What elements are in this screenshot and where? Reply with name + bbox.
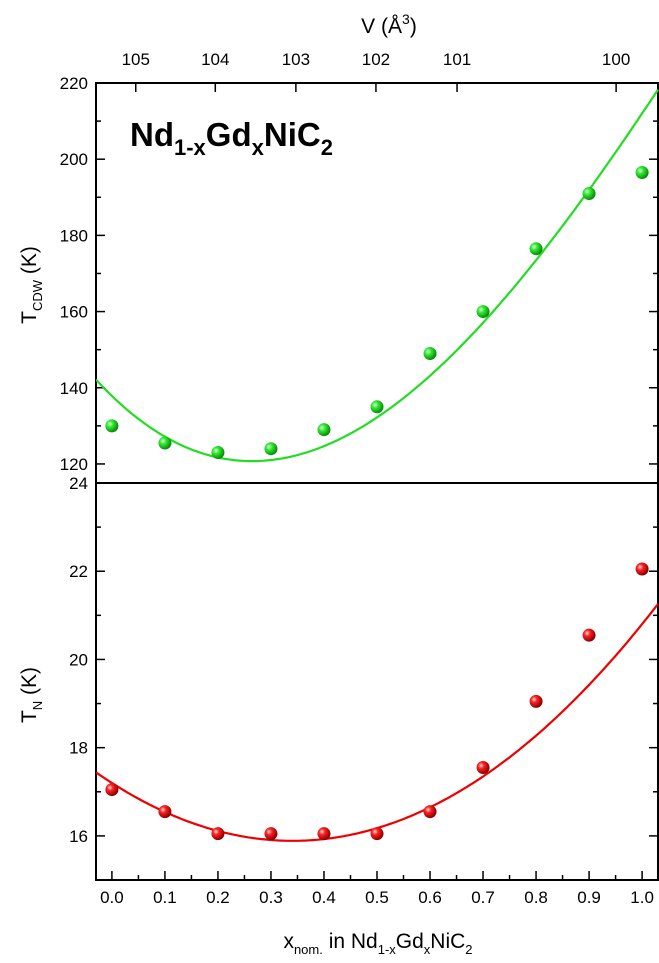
top-y-tick-label: 180 <box>60 226 88 245</box>
tcdw-data-point <box>158 436 172 450</box>
x-tick-label: 0.5 <box>365 888 389 907</box>
x-tick-label: 0.0 <box>100 888 124 907</box>
v-tick-label: 101 <box>443 50 471 69</box>
tn-data-point <box>529 694 543 708</box>
tn-data-point <box>105 783 119 797</box>
x-tick-label: 0.2 <box>206 888 230 907</box>
tn-data-point <box>476 761 490 775</box>
v-tick-label: 100 <box>602 50 630 69</box>
bottom-y-tick-label: 24 <box>69 474 88 493</box>
tcdw-data-point <box>370 400 384 414</box>
tcdw-data-point <box>105 419 119 433</box>
top-y-tick-label: 120 <box>60 455 88 474</box>
tcdw-fit-curve <box>96 88 659 463</box>
bottom-plot-frame <box>95 482 659 881</box>
x-tick-label: 0.1 <box>153 888 177 907</box>
top-y-axis-label: TCDW (K) <box>18 246 45 324</box>
bottom-y-tick-label: 18 <box>69 739 88 758</box>
panel-title: Nd1-xGdxNiC2 <box>130 116 333 160</box>
v-tick-label: 103 <box>282 50 310 69</box>
bottom-y-tick-label: 20 <box>69 650 88 669</box>
bottom-y-tick-label: 16 <box>69 827 88 846</box>
tcdw-data-point <box>582 186 596 200</box>
bottom-y-tick-label: 22 <box>69 562 88 581</box>
tn-fit-curve <box>96 603 659 842</box>
tcdw-data-point <box>476 305 490 319</box>
tcdw-data-point <box>635 166 649 180</box>
top-y-tick-label: 160 <box>60 303 88 322</box>
x-tick-label: 1.0 <box>630 888 654 907</box>
tn-data-point <box>211 827 225 841</box>
x-tick-label: 0.9 <box>577 888 601 907</box>
x-axis-label: xnom. in Nd1-xGdxNiC2 <box>283 930 472 957</box>
bottom-y-axis-label: TN (K) <box>18 667 45 723</box>
tcdw-data-point <box>529 242 543 256</box>
top-y-tick-label: 200 <box>60 150 88 169</box>
top-axis-label: V (Å3) <box>361 11 417 38</box>
tcdw-data-point <box>264 442 278 456</box>
top-y-tick-label: 220 <box>60 74 88 93</box>
tcdw-data-point <box>423 346 437 360</box>
tn-data-point <box>317 827 331 841</box>
tn-data-point <box>582 628 596 642</box>
tn-data-point <box>423 805 437 819</box>
tcdw-data-point <box>211 446 225 460</box>
x-tick-label: 0.3 <box>259 888 283 907</box>
x-tick-label: 0.8 <box>524 888 548 907</box>
x-tick-label: 0.4 <box>312 888 336 907</box>
x-tick-label: 0.7 <box>471 888 495 907</box>
top-y-tick-label: 140 <box>60 379 88 398</box>
v-tick-label: 104 <box>201 50 229 69</box>
v-tick-label: 105 <box>122 50 150 69</box>
tn-data-point <box>635 562 649 576</box>
tn-data-point <box>370 827 384 841</box>
v-tick-label: 102 <box>362 50 390 69</box>
tn-data-point <box>264 827 278 841</box>
tn-data-point <box>158 805 172 819</box>
x-tick-label: 0.6 <box>418 888 442 907</box>
tcdw-data-point <box>317 423 331 437</box>
